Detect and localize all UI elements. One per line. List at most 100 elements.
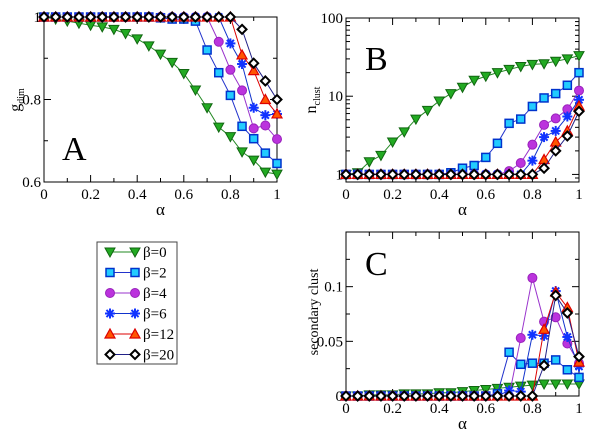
asterisk-stroke — [226, 39, 235, 48]
data-point — [538, 59, 550, 70]
data-point — [212, 11, 225, 23]
data-point — [550, 88, 561, 99]
data-point — [386, 168, 399, 181]
data-point — [491, 68, 504, 79]
data-point — [491, 390, 504, 402]
data-point — [142, 11, 155, 23]
x-axis-title: α — [458, 200, 467, 219]
legend-marker-icon — [129, 348, 141, 361]
x-tick-label: 0.6 — [174, 187, 193, 203]
data-point — [386, 137, 399, 148]
asterisk-stroke — [130, 309, 140, 318]
asterisk-stroke — [528, 330, 537, 340]
asterisk-stroke — [528, 156, 537, 165]
data-point — [491, 168, 504, 181]
legend-entry: β=0 — [104, 245, 167, 261]
data-point — [527, 272, 538, 283]
data-point — [539, 132, 550, 143]
data-point — [201, 103, 213, 114]
legend-marker-icon — [104, 247, 116, 259]
data-point — [236, 48, 249, 60]
data-point — [503, 64, 515, 76]
data-point — [398, 390, 411, 402]
data-point — [527, 329, 538, 340]
data-point — [562, 331, 573, 342]
data-point — [468, 75, 480, 87]
data-point — [259, 93, 272, 105]
data-point — [84, 11, 97, 23]
data-point — [248, 133, 259, 144]
x-axis-title: α — [458, 414, 467, 433]
data-point — [272, 158, 282, 169]
x-tick-label: 0.6 — [476, 187, 495, 203]
data-point — [224, 132, 237, 143]
data-point — [514, 61, 527, 73]
x-tick-label: 0.2 — [383, 187, 402, 203]
data-point — [561, 130, 574, 142]
legend-marker-icon — [105, 288, 115, 298]
x-tick-label: 1 — [273, 187, 281, 203]
series-20 — [38, 11, 283, 106]
y-tick-label: 0 — [336, 389, 344, 405]
data-point — [260, 148, 271, 158]
data-point — [154, 49, 167, 61]
data-point — [340, 168, 352, 181]
data-point — [398, 127, 411, 138]
data-point — [514, 168, 527, 181]
x-tick-label: 0.2 — [383, 401, 402, 417]
data-point — [514, 390, 527, 402]
data-point — [247, 57, 260, 70]
data-point — [562, 365, 573, 375]
data-point — [549, 289, 562, 302]
legend-entry: β=4 — [105, 286, 167, 302]
data-point — [503, 390, 516, 402]
data-point — [351, 168, 364, 181]
panel-label: B — [365, 41, 388, 78]
data-point — [445, 89, 457, 100]
data-point — [237, 121, 247, 132]
data-point — [562, 80, 573, 91]
data-point — [503, 168, 516, 181]
data-point — [201, 11, 214, 23]
y-tick-label: 1 — [34, 10, 42, 26]
asterisk-stroke — [539, 132, 549, 142]
data-point — [527, 155, 538, 166]
y-tick-label: 0.6 — [22, 175, 41, 191]
y-axis-title-subscript: clust — [312, 86, 323, 105]
data-point — [154, 11, 167, 23]
x-tick-label: 0.8 — [221, 187, 240, 203]
legend-label: β=6 — [143, 307, 167, 323]
y-tick-label: 0.1 — [324, 280, 343, 296]
x-tick-label: 0.8 — [523, 401, 542, 417]
data-point — [237, 85, 248, 96]
data-point — [119, 29, 132, 40]
data-point — [504, 118, 514, 129]
x-tick-label: 1 — [575, 187, 583, 203]
data-point — [73, 11, 85, 23]
data-point — [538, 379, 550, 391]
x-axis-title: α — [156, 200, 165, 219]
data-point — [248, 123, 259, 134]
data-point — [562, 111, 573, 122]
data-point — [386, 390, 399, 402]
data-point — [375, 390, 387, 402]
legend-entry: β=20 — [104, 348, 174, 364]
data-point — [271, 93, 283, 106]
data-point — [270, 107, 284, 119]
y-tick-label: 10 — [328, 89, 343, 105]
data-point — [421, 168, 434, 181]
data-point — [492, 138, 503, 149]
y-tick-label: 100 — [321, 11, 344, 27]
data-point — [260, 110, 271, 121]
data-point — [561, 379, 574, 391]
data-point — [225, 90, 236, 101]
data-point — [456, 390, 469, 402]
data-point — [550, 113, 561, 124]
data-point — [131, 11, 144, 23]
data-point — [538, 359, 550, 372]
x-tick-label: 0 — [342, 401, 350, 417]
data-point — [236, 147, 248, 158]
legend-marker-icon — [105, 308, 115, 319]
series-line — [44, 16, 278, 140]
legend: β=0 β=2 β=4 β=6 β=12 β=20 — [96, 241, 178, 365]
